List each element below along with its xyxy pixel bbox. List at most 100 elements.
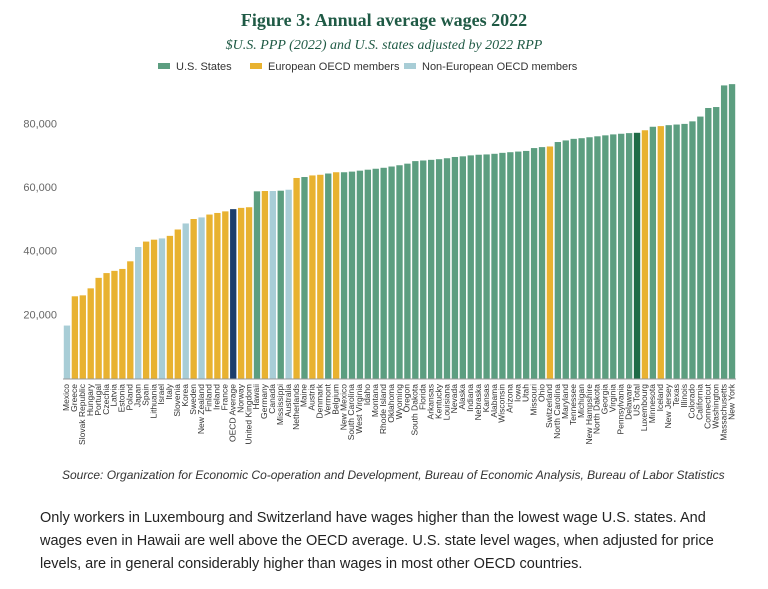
x-tick-label: Latvia xyxy=(109,384,119,407)
bar xyxy=(625,133,633,379)
x-tick-label: Poland xyxy=(125,384,135,411)
x-tick-label: Illinois xyxy=(679,384,689,408)
y-tick-label: 20,000 xyxy=(23,309,57,321)
bar xyxy=(578,138,585,379)
x-tick-label: Korea xyxy=(180,384,190,407)
x-tick-label: Maine xyxy=(299,384,309,407)
bar xyxy=(443,158,451,379)
x-tick-label: Washington xyxy=(710,384,720,429)
bar xyxy=(325,173,332,379)
bar xyxy=(507,152,514,379)
bar xyxy=(451,156,459,379)
bar xyxy=(182,223,189,379)
bar xyxy=(554,142,562,379)
bar xyxy=(713,107,720,379)
x-tick-label: Arkansas xyxy=(425,384,435,419)
x-tick-label: New York xyxy=(726,383,736,420)
bar xyxy=(570,138,577,379)
legend-label: European OECD members xyxy=(268,61,400,73)
x-tick-label: Kentucky xyxy=(433,383,443,419)
bar xyxy=(214,212,221,379)
x-tick-label: Portugal xyxy=(93,384,103,416)
bar xyxy=(372,168,379,379)
bar xyxy=(245,207,253,379)
bar xyxy=(111,270,118,379)
x-tick-label: Minnesota xyxy=(647,384,657,423)
x-tick-label: Oregon xyxy=(402,384,412,413)
legend-swatch xyxy=(250,63,262,69)
bar xyxy=(158,238,166,379)
bar xyxy=(689,121,696,379)
x-tick-label: Indiana xyxy=(465,384,475,412)
x-tick-label: Nevada xyxy=(449,384,459,414)
bar xyxy=(222,211,229,379)
bar xyxy=(364,169,371,379)
bar xyxy=(317,174,324,379)
bar xyxy=(420,160,427,379)
x-tick-label: Virginia xyxy=(608,384,618,412)
bar xyxy=(491,153,498,379)
bar xyxy=(657,126,664,379)
source: Source: Organization for Economic Co-ope… xyxy=(62,468,725,482)
bar xyxy=(665,125,672,379)
bar xyxy=(174,229,181,379)
bar xyxy=(586,137,593,379)
x-tick-label: Kansas xyxy=(481,384,491,412)
bar xyxy=(459,156,467,379)
bar xyxy=(293,177,300,379)
x-tick-label: Spain xyxy=(140,384,150,406)
bar xyxy=(412,161,419,379)
bar xyxy=(285,189,292,379)
x-tick-label: France xyxy=(220,384,230,411)
x-tick-label: Canada xyxy=(267,384,277,414)
bar xyxy=(673,124,680,379)
x-tick-label: Tennessee xyxy=(568,384,578,425)
bar xyxy=(95,277,102,379)
x-tick-label: Texas xyxy=(671,384,681,406)
x-tick-label: California xyxy=(695,384,705,420)
x-tick-label: Switzerland xyxy=(544,384,554,428)
x-tick-label: Louisiana xyxy=(441,384,451,421)
bar xyxy=(253,191,261,379)
body-text: Only workers in Luxembourg and Switzerla… xyxy=(40,510,714,572)
x-tick-label: Idaho xyxy=(362,384,372,406)
x-tick-label: North Carolina xyxy=(552,384,562,439)
legend-label: U.S. States xyxy=(176,61,232,73)
x-tick-label: Michigan xyxy=(576,384,586,418)
bar xyxy=(301,177,308,379)
x-tick-label: New Zealand xyxy=(196,384,206,434)
bar xyxy=(103,273,110,379)
x-tick-label: Finland xyxy=(204,384,214,412)
x-tick-label: Massachusetts xyxy=(718,384,728,441)
bar xyxy=(633,132,641,379)
bar xyxy=(190,219,197,379)
bar xyxy=(428,159,435,379)
x-tick-label: Connecticut xyxy=(703,383,713,429)
x-tick-label: Vermont xyxy=(322,383,332,415)
x-tick-label: Iowa xyxy=(513,384,523,402)
x-tick-label: Mississippi xyxy=(275,384,285,425)
x-tick-label: Colorado xyxy=(687,384,697,419)
bar xyxy=(404,163,411,379)
x-tick-label: Hungary xyxy=(85,383,95,416)
bar xyxy=(166,235,174,379)
x-tick-label: Norway xyxy=(235,383,245,413)
legend-swatch xyxy=(158,63,170,69)
bar xyxy=(127,261,134,379)
bar xyxy=(681,123,688,379)
x-tick-label: Austria xyxy=(307,384,317,411)
x-tick-label: Delaware xyxy=(623,384,633,420)
x-tick-label: New Jersey xyxy=(663,383,673,428)
legend-swatch xyxy=(404,63,416,69)
x-tick-label: Japan xyxy=(132,384,142,407)
bar xyxy=(230,209,237,379)
bar xyxy=(546,146,554,379)
bar xyxy=(356,170,364,379)
y-tick-label: 60,000 xyxy=(23,182,57,194)
x-tick-label: Germany xyxy=(259,383,269,419)
x-tick-label: Slovenia xyxy=(172,384,182,417)
bar xyxy=(515,151,522,379)
x-tick-label: Ohio xyxy=(536,384,546,402)
bar xyxy=(71,296,79,379)
